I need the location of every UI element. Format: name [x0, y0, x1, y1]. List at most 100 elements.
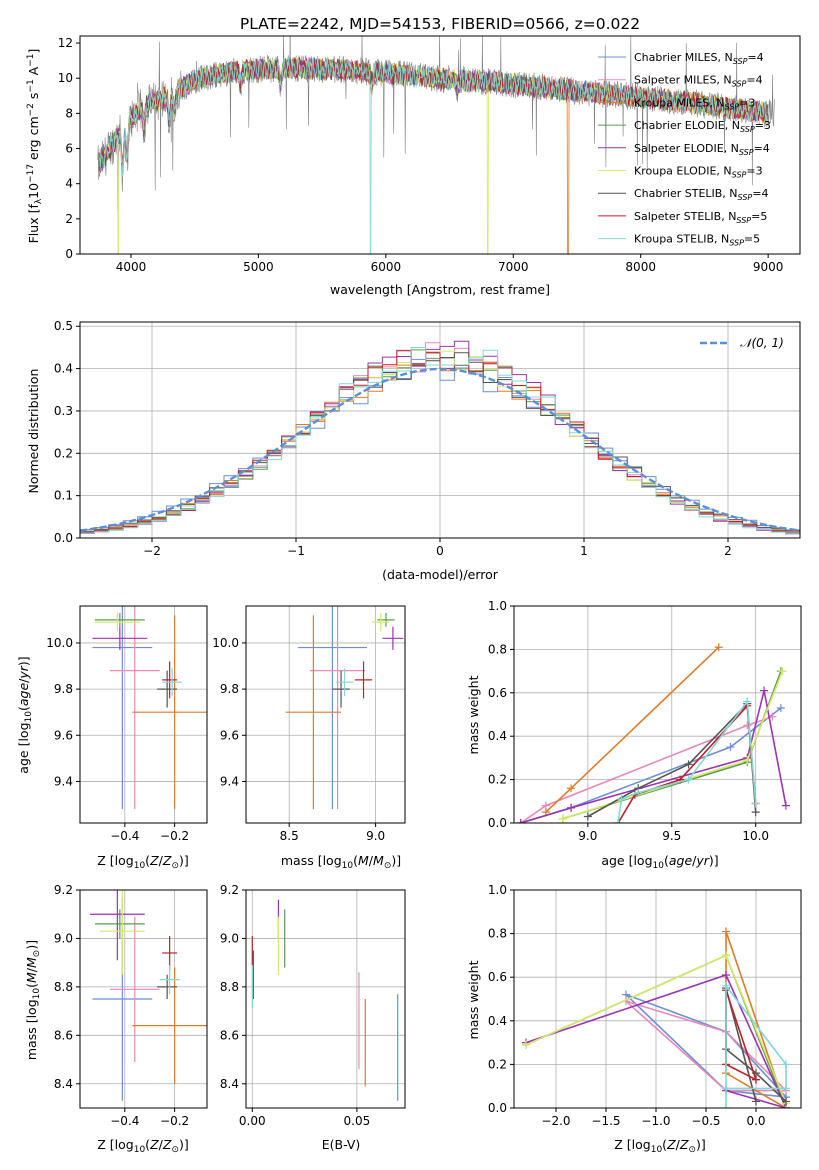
weight-marker-salpeter-elodie: [567, 803, 576, 812]
x-tick-label: 9.5: [662, 829, 681, 843]
legend-label-kroupa-miles: Kroupa MILES, NSSP=3: [634, 96, 755, 111]
weight-marker-kroupa-elodie: [558, 814, 567, 823]
weight-marker-kroupa-miles: [714, 643, 723, 652]
y-tick-label: 9.8: [54, 682, 73, 696]
plot-area: [251, 899, 399, 1101]
weight-marker-kroupa-stelib: [722, 981, 730, 990]
residual-ylabel: Normed distribution: [26, 369, 41, 494]
y-tick-label: 8: [65, 106, 73, 120]
y-tick-label: 8.4: [220, 1077, 239, 1091]
y-tick-label: 9.4: [54, 774, 73, 788]
weight-vs-age-xlabel: age [log10(age/yr)]: [601, 853, 718, 871]
residual-xlabel: (data-model)/error: [382, 567, 499, 582]
x-tick-label: −1.5: [591, 1114, 620, 1128]
axes-frame: [79, 321, 801, 539]
y-tick-label: 8.4: [54, 1077, 73, 1091]
axes-frame: [513, 889, 802, 1109]
weight-marker-kroupa-stelib: [743, 697, 752, 706]
x-tick-label: 10.0: [742, 829, 769, 843]
axes-frame: [79, 35, 801, 255]
model-spectrum-salpeter-elodie: [98, 57, 769, 174]
plot-area: [285, 606, 404, 810]
y-tick-label: 8.6: [220, 1028, 239, 1042]
y-tick-label: 0.5: [54, 319, 73, 333]
x-tick-label: −2.0: [541, 1114, 570, 1128]
mass-vs-z-ylabel: mass [log10(M/M⊙)]: [24, 940, 42, 1060]
y-tick-label: 0.6: [488, 686, 507, 700]
weight-marker-chabrier-stelib: [583, 812, 592, 821]
plot-area: [92, 606, 207, 810]
legend-label-salpeter-stelib: Salpeter STELIB, NSSP=5: [634, 210, 767, 225]
y-tick-label: 10.0: [212, 636, 239, 650]
model-spectrum-kroupa-stelib: [98, 56, 769, 254]
weight-marker-kroupa-elodie: [522, 1040, 530, 1049]
legend-label-kroupa-elodie: Kroupa ELODIE, NSSP=3: [634, 165, 763, 180]
legend-label-salpeter-miles: Salpeter MILES, NSSP=4: [634, 74, 763, 89]
histogram-kroupa-stelib: [80, 347, 800, 536]
plot-area: [89, 890, 207, 1101]
y-tick-label: 9.6: [220, 728, 239, 742]
x-tick-label: −0.2: [160, 829, 189, 843]
y-tick-label: 0.4: [54, 362, 73, 376]
weight-marker-chabrier-stelib: [684, 760, 693, 769]
x-tick-label: 8.5: [280, 829, 299, 843]
weight-marker-kroupa-stelib: [751, 799, 760, 808]
axes-frame: [79, 889, 208, 1109]
y-tick-label: 0.0: [488, 1101, 507, 1115]
y-tick-label: 0.2: [488, 1057, 507, 1071]
weight-marker-kroupa-stelib: [722, 1084, 730, 1093]
y-tick-label: 4: [65, 177, 73, 191]
weight-marker-kroupa-stelib: [722, 1104, 730, 1108]
y-tick-label: 0: [65, 247, 73, 261]
y-tick-label: 2: [65, 212, 73, 226]
x-tick-label: 6000: [371, 260, 402, 274]
weight-marker-chabrier-stelib: [751, 808, 760, 817]
x-tick-label: 1: [580, 544, 588, 558]
y-tick-label: 9.0: [220, 931, 239, 945]
weight-marker-chabrier-miles: [726, 743, 735, 752]
y-tick-label: 0.8: [488, 642, 507, 656]
y-tick-label: 8.6: [54, 1028, 73, 1042]
x-tick-label: −1: [287, 544, 305, 558]
x-tick-label: 9.0: [366, 829, 385, 843]
weight-vs-age-panel: 9.0 9.5 10.0 0.0 0.2 0.4 0.6 0.8 1.0: [488, 599, 802, 843]
weight-marker-kroupa-miles: [722, 927, 730, 936]
age-vs-z-ylabel: age [log10(age/yr)]: [16, 656, 34, 773]
weight-vs-age-ylabel: mass weight: [466, 675, 481, 754]
weight-marker-kroupa-stelib: [634, 788, 643, 797]
spectrum-title: PLATE=2242, MJD=54153, FIBERID=0566, z=0…: [240, 15, 640, 33]
plot-area: [522, 927, 790, 1108]
y-tick-label: 0.4: [488, 729, 507, 743]
x-tick-label: 7000: [498, 260, 529, 274]
age-vs-z-panel: −0.4 −0.2 9.4 9.6 9.8 10.0: [46, 605, 208, 843]
x-tick-label: 9.0: [578, 829, 597, 843]
axes-frame: [513, 605, 802, 824]
y-tick-label: 9.0: [54, 931, 73, 945]
plot-area: [97, 36, 775, 254]
mass-vs-z-panel: −0.4 −0.2 8.4 8.6 8.8 9.0 9.2: [54, 883, 208, 1128]
legend-label-chabrier-miles: Chabrier MILES, NSSP=4: [634, 51, 764, 66]
y-tick-label: 1.0: [488, 599, 507, 613]
y-tick-label: 9.4: [220, 774, 239, 788]
x-tick-label: 0.00: [239, 1114, 266, 1128]
legend-label-salpeter-elodie: Salpeter ELODIE, NSSP=4: [634, 142, 770, 157]
y-tick-label: 0.2: [54, 446, 73, 460]
weight-marker-kroupa-elodie: [743, 756, 752, 765]
plot-area: [80, 340, 800, 536]
weight-vs-z-ylabel: mass weight: [466, 960, 481, 1039]
y-tick-label: 0.0: [488, 816, 507, 830]
weight-vs-z-xlabel: Z [log10(Z/Z⊙)]: [614, 1137, 706, 1155]
weight-line-salpeter-miles: [520, 715, 773, 823]
y-tick-label: 10.0: [46, 636, 73, 650]
normal-curve: [80, 367, 800, 532]
legend-label-chabrier-stelib: Chabrier STELIB, NSSP=4: [634, 187, 768, 202]
y-tick-label: 0.8: [488, 927, 507, 941]
weight-marker-kroupa-stelib: [782, 1060, 790, 1069]
residual-panel: −2 −1 0 1 2 0.0 0.1 0.2 0.3 0.4 0.5: [54, 319, 801, 558]
axes-frame: [245, 605, 406, 824]
weight-marker-kroupa-stelib: [614, 819, 623, 823]
spectrum-legend: Chabrier MILES, NSSP=4 Salpeter MILES, NS…: [598, 51, 771, 248]
weight-marker-kroupa-stelib: [617, 795, 626, 804]
axes-frame: [245, 889, 406, 1109]
